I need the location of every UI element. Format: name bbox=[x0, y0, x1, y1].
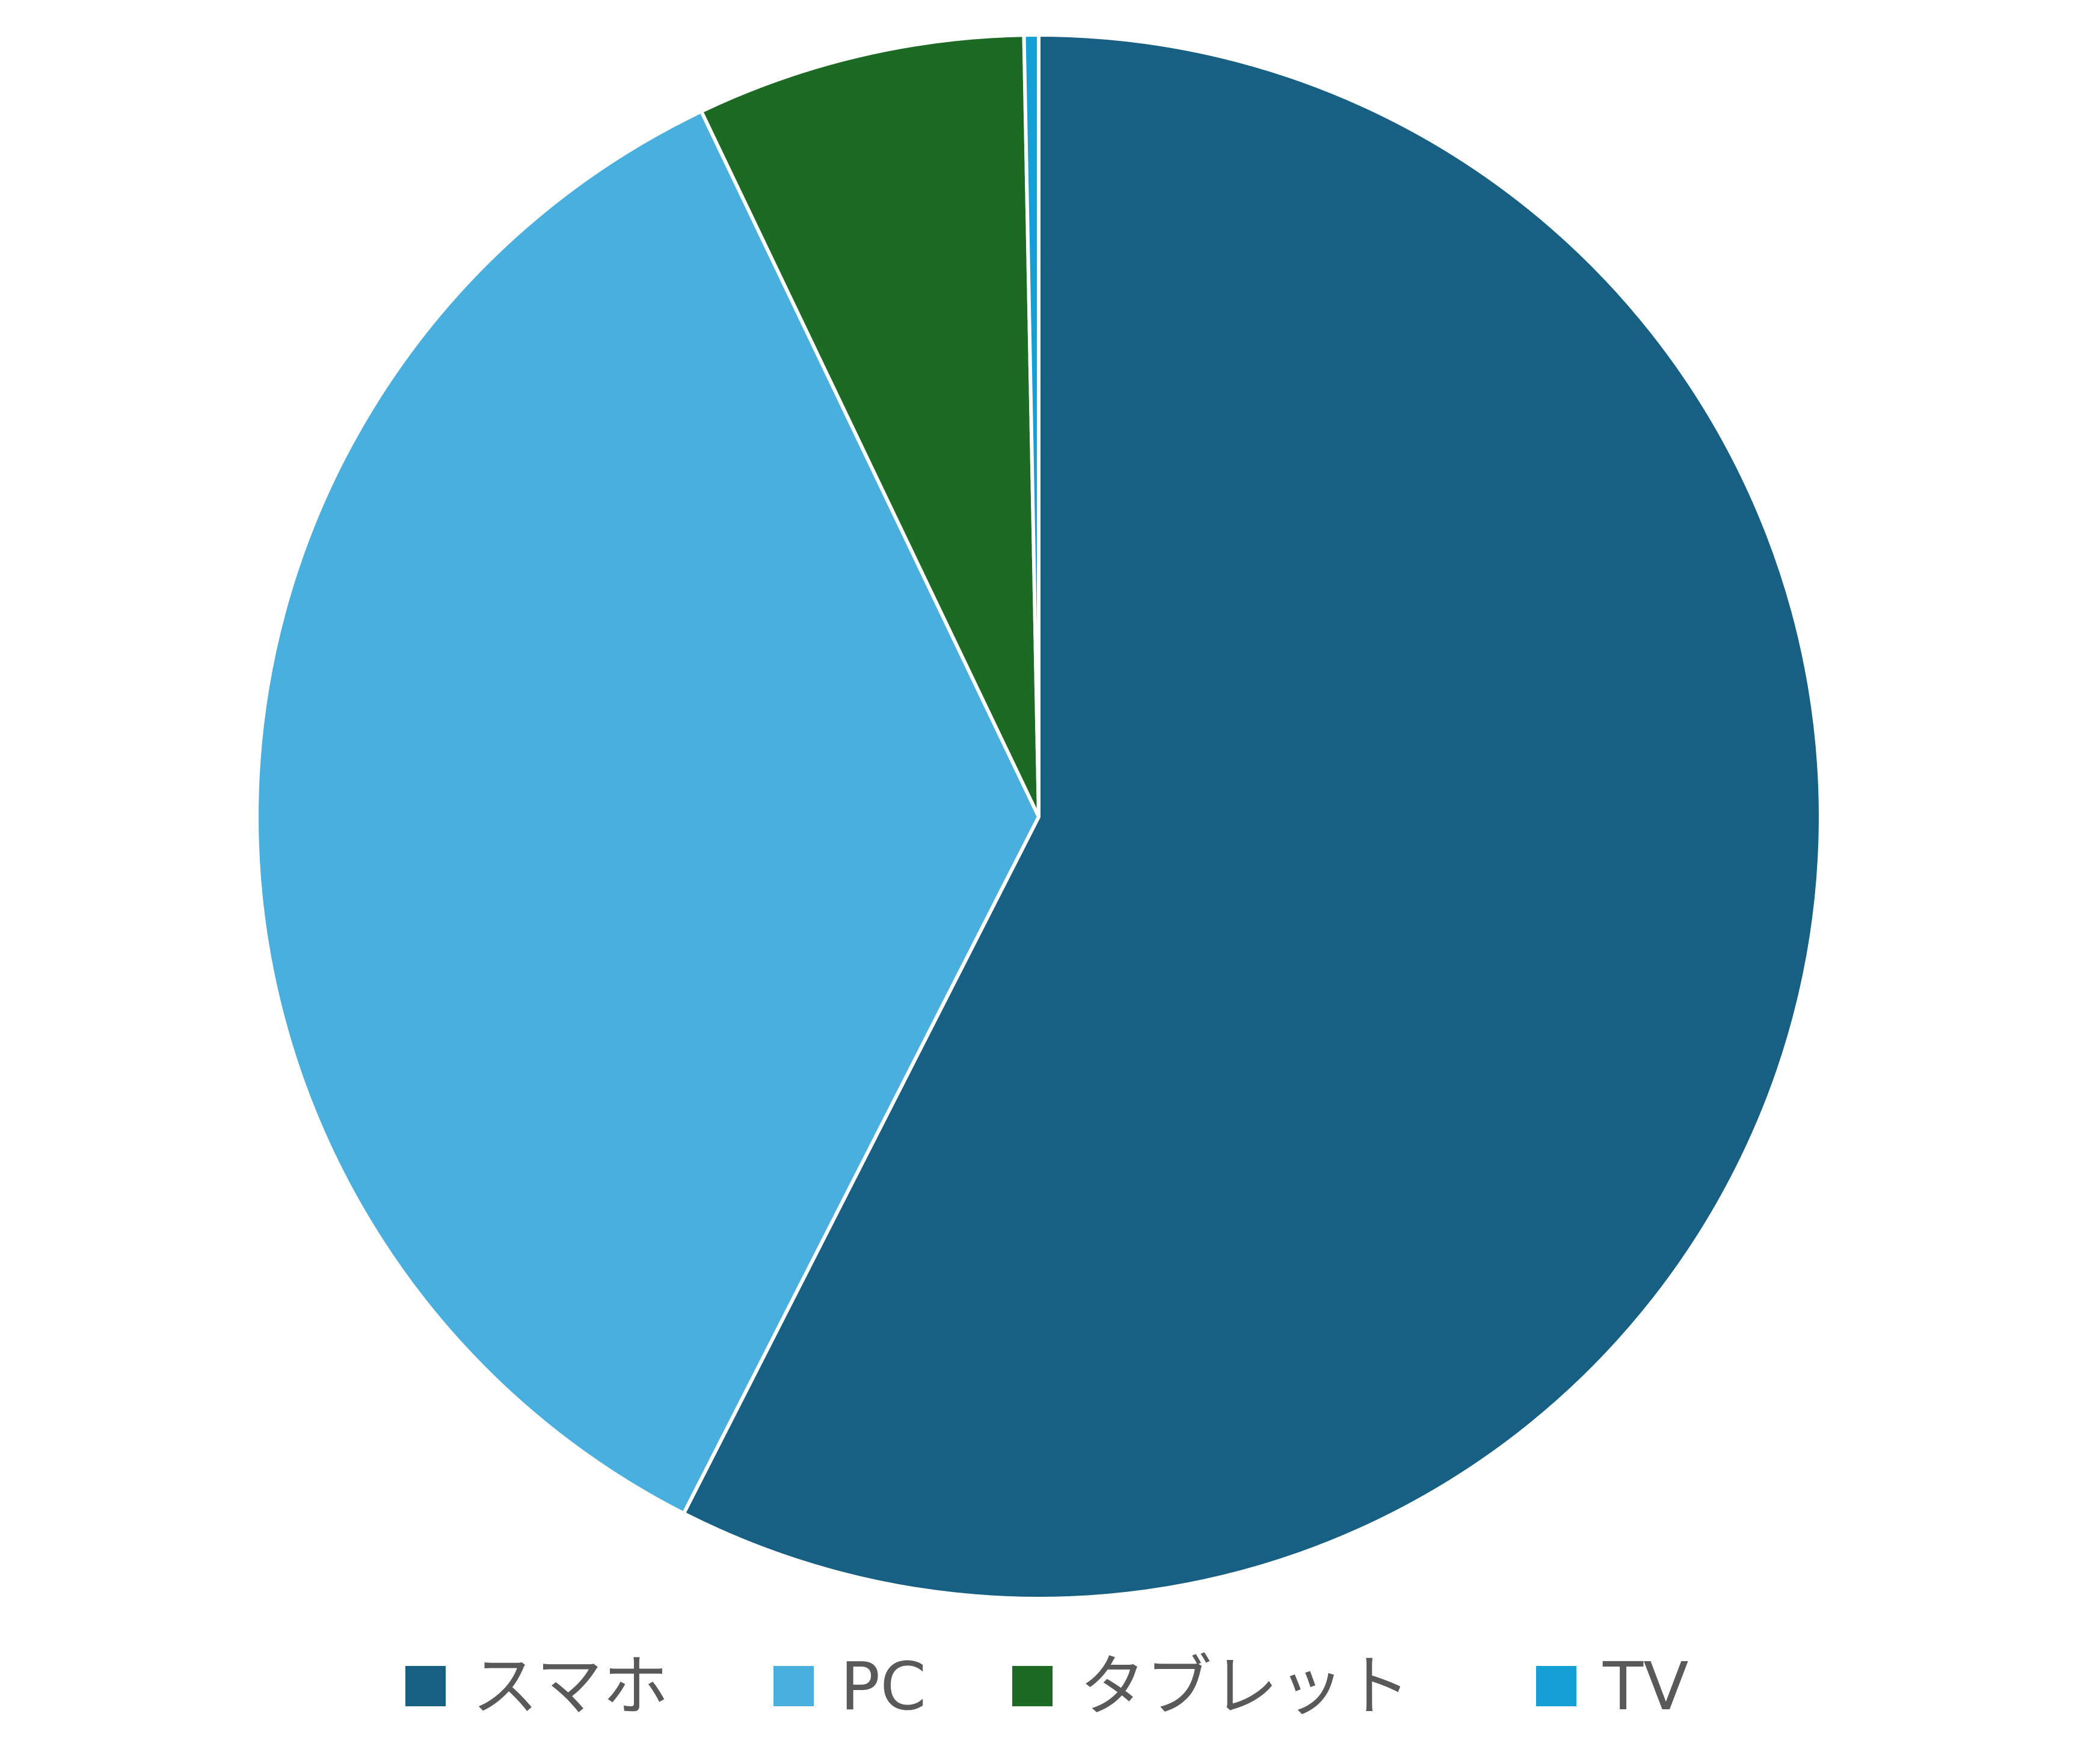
legend-label-sumaho: スマホ bbox=[472, 1648, 669, 1725]
legend-swatch-pc bbox=[773, 1666, 814, 1706]
legend-label-tablet: タブレット bbox=[1080, 1648, 1410, 1725]
slice-tablet[interactable] bbox=[699, 33, 1041, 819]
pie-slices bbox=[254, 33, 1822, 1600]
slice-tv[interactable] bbox=[1022, 33, 1041, 819]
slice-pc[interactable] bbox=[254, 109, 1041, 1516]
legend-item-tablet[interactable]: タブレット bbox=[1012, 1648, 1410, 1725]
legend-item-tv[interactable]: TV bbox=[1536, 1648, 1688, 1725]
legend-item-pc[interactable]: PC bbox=[773, 1648, 926, 1725]
slice-sumaho[interactable] bbox=[681, 33, 1822, 1600]
legend-swatch-tv bbox=[1536, 1666, 1576, 1706]
legend-label-pc: PC bbox=[840, 1648, 926, 1725]
legend-swatch-tablet bbox=[1012, 1666, 1053, 1706]
legend-swatch-sumaho bbox=[405, 1666, 446, 1706]
legend-item-sumaho[interactable]: スマホ bbox=[405, 1648, 669, 1725]
legend: スマホ PC タブレット TV bbox=[405, 1648, 1688, 1725]
legend-label-tv: TV bbox=[1602, 1648, 1688, 1725]
